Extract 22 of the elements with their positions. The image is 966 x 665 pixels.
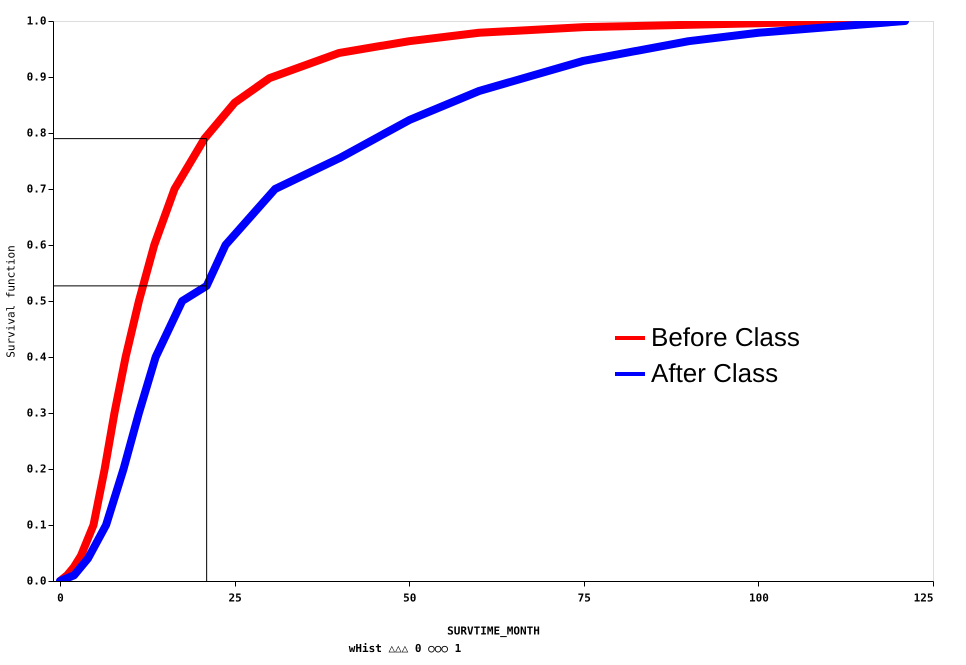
x-tick-label: 100 [748,592,769,604]
x-tick-label: 50 [403,592,416,604]
y-tick-label: 0.3 [26,406,46,420]
y-tick-label: 0.7 [26,182,46,196]
y-tick-label: 0.9 [26,70,46,84]
legend-label: Before Class [651,322,800,352]
y-tick-label: 0.0 [26,574,46,588]
x-axis-title: SURVTIME_MONTH [447,624,540,638]
y-tick-label: 0.8 [26,126,46,140]
y-axis-title: Survival function [4,245,18,358]
y-tick-label: 0.5 [26,294,46,308]
x-tick-label: 0 [57,592,64,604]
y-tick-label: 1.0 [26,14,46,28]
legend-label: After Class [651,358,778,388]
y-tick-label: 0.6 [26,238,47,252]
text: wHist △△△ 0 ○○○ 1 [348,642,462,655]
y-tick-label: 0.1 [26,518,47,532]
y-tick-label: 0.4 [26,350,47,364]
x-tick-label: 25 [228,592,242,604]
x-tick-label: 125 [914,592,934,604]
x-tick-label: 75 [578,592,591,604]
y-tick-label: 0.2 [26,462,46,476]
